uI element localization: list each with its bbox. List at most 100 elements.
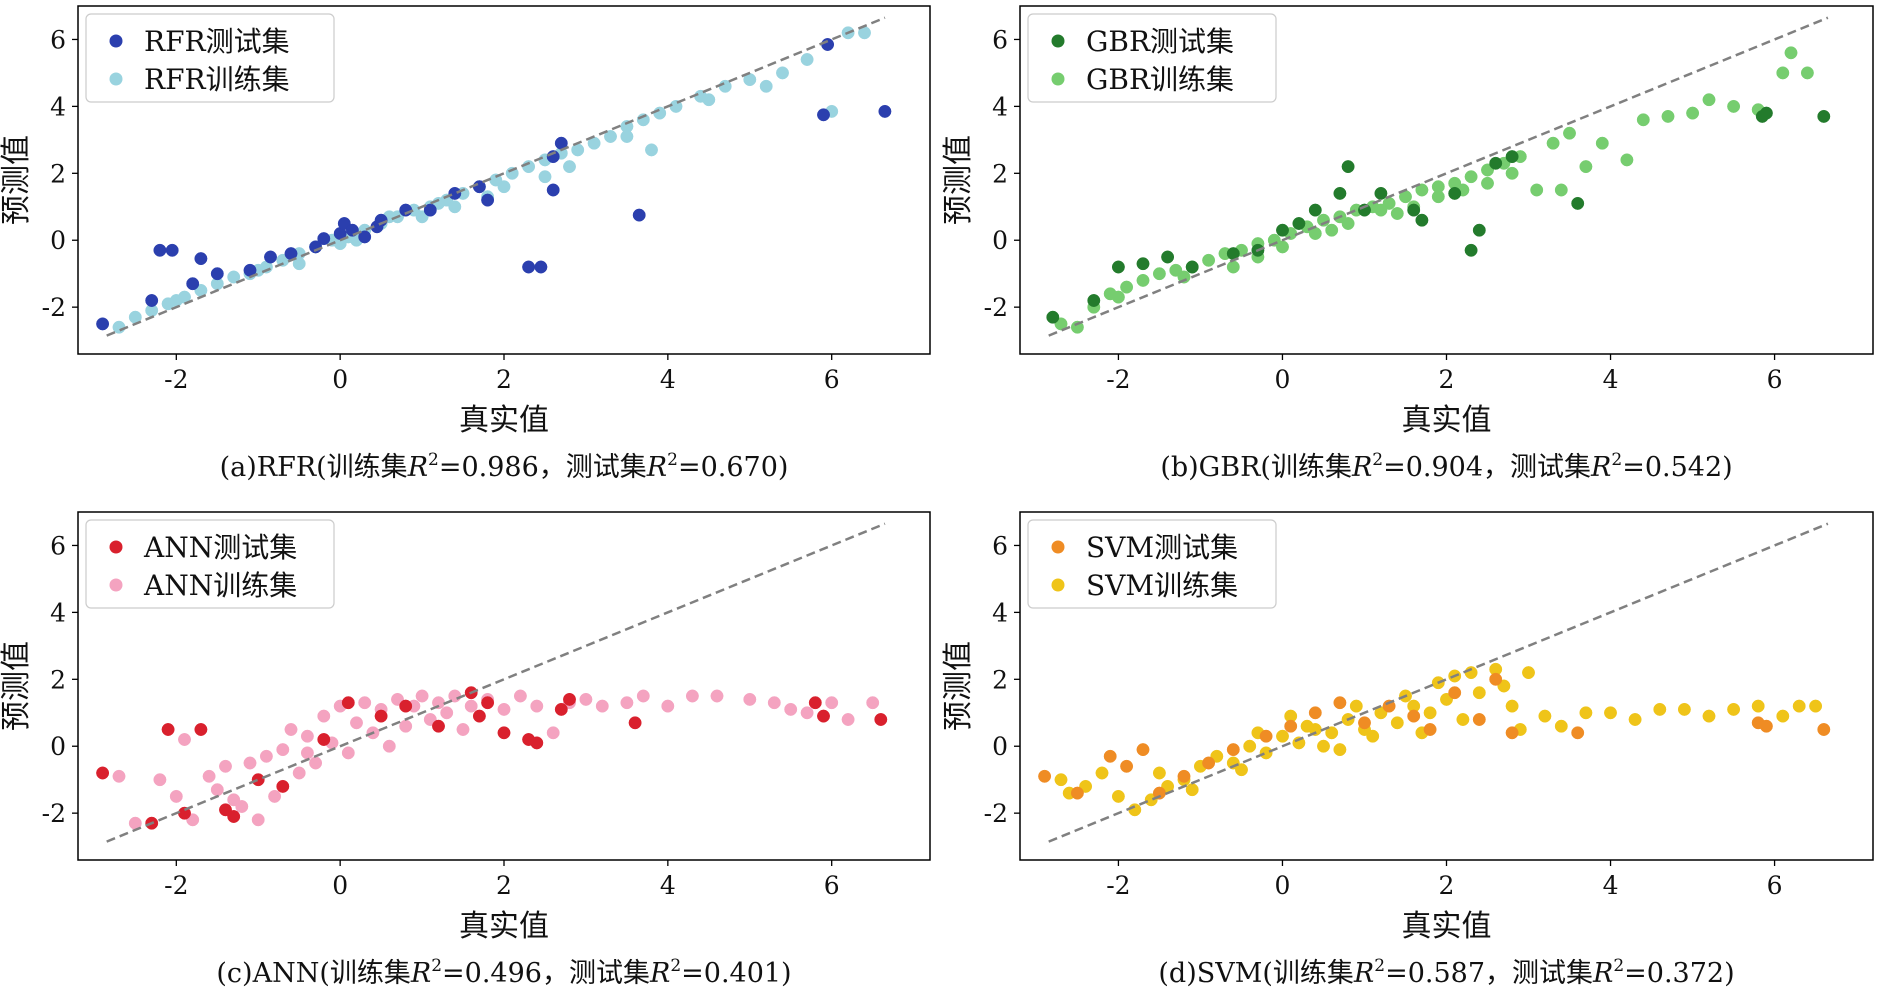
data-point	[800, 53, 814, 66]
caption-sup: 2	[428, 450, 439, 470]
x-axis-title: 真实值	[1402, 909, 1492, 944]
data-point	[1407, 709, 1421, 723]
series-test	[1046, 106, 1831, 324]
caption-r2-label: R	[1592, 958, 1613, 989]
x-tick-label: 4	[660, 365, 676, 394]
chart-panel-c: -2 0 2 4 6 -2 0 2 4 6 真实值 预测值 ANN测试集 ANN训练集 (c)ANN(训练集…	[0, 511, 931, 989]
caption-train-value: =0.904，测试集	[1383, 452, 1591, 483]
data-point	[358, 230, 372, 244]
data-point	[1505, 166, 1519, 180]
data-point	[1333, 696, 1347, 710]
data-point	[554, 702, 568, 716]
data-point	[1530, 183, 1544, 197]
data-point	[1554, 183, 1568, 197]
data-point	[1308, 203, 1322, 217]
data-point	[1276, 223, 1289, 237]
y-tick-label: 2	[992, 159, 1008, 188]
data-point	[808, 696, 822, 710]
data-point	[1070, 786, 1084, 800]
legend-label: RFR测试集	[144, 25, 290, 58]
scatter-points	[1038, 662, 1831, 817]
x-tick-label: -2	[1106, 365, 1130, 394]
data-point	[546, 183, 560, 197]
data-point	[341, 696, 355, 710]
y-tick-label: 4	[992, 598, 1008, 627]
x-tick-label: 2	[1439, 871, 1455, 900]
data-point	[604, 130, 617, 143]
data-point	[653, 106, 667, 120]
legend-marker	[109, 540, 123, 554]
x-tick-label: -2	[1106, 871, 1130, 900]
data-point	[759, 79, 773, 93]
data-point	[292, 257, 306, 271]
legend-marker	[109, 34, 123, 48]
data-point	[1522, 666, 1535, 680]
caption-prefix: (d)SVM(训练集	[1158, 958, 1354, 989]
data-point	[350, 716, 363, 730]
data-point	[317, 232, 331, 246]
x-tick-label: 0	[332, 365, 348, 394]
x-tick-label: 6	[824, 871, 840, 900]
data-point	[685, 689, 699, 703]
data-point	[169, 294, 183, 307]
y-tick-label: 6	[50, 25, 66, 54]
data-point	[276, 779, 290, 793]
caption-r2-label: R	[1590, 452, 1611, 483]
data-point	[399, 719, 413, 733]
panel-caption: (c)ANN(训练集R2=0.496，测试集R2=0.401)	[216, 956, 791, 989]
data-point	[702, 93, 716, 107]
data-point	[497, 726, 511, 740]
data-point	[1390, 716, 1404, 730]
data-point	[186, 277, 200, 291]
data-point	[841, 713, 855, 726]
x-tick-label: 2	[496, 365, 512, 394]
data-point	[1472, 713, 1486, 726]
legend-label: GBR训练集	[1086, 63, 1234, 96]
data-point	[1505, 699, 1519, 713]
y-tick-label: -2	[42, 293, 66, 322]
y-tick-label: 6	[992, 25, 1008, 54]
data-point	[1358, 716, 1371, 730]
data-point	[1595, 136, 1609, 150]
data-point	[1538, 709, 1552, 723]
data-point	[1423, 723, 1437, 736]
data-point	[563, 692, 576, 706]
legend-label: RFR训练集	[144, 63, 290, 96]
data-point	[464, 699, 478, 713]
data-point	[1505, 726, 1519, 740]
data-point	[1259, 746, 1273, 760]
legend-label: GBR测试集	[1086, 25, 1234, 58]
data-point	[1292, 217, 1306, 230]
data-point	[1784, 46, 1798, 60]
data-point	[1489, 156, 1503, 170]
caption-sup: 2	[1372, 450, 1383, 470]
data-point	[300, 746, 314, 760]
data-point	[538, 170, 552, 184]
y-axis-title: 预测值	[941, 641, 976, 731]
data-point	[1038, 769, 1052, 783]
data-point	[1333, 743, 1347, 757]
data-point	[1276, 729, 1289, 743]
data-point	[1243, 739, 1257, 753]
data-point	[399, 699, 413, 713]
x-tick-label: 4	[1603, 871, 1619, 900]
caption-r2-label: R	[407, 452, 428, 483]
data-point	[1341, 160, 1355, 174]
x-tick-label: 0	[332, 871, 348, 900]
data-point	[259, 749, 273, 763]
legend: RFR测试集 RFR训练集	[85, 13, 335, 103]
legend-marker	[1051, 540, 1065, 554]
data-point	[1161, 250, 1175, 264]
data-point	[1727, 99, 1741, 113]
caption-test-value: =0.542)	[1622, 452, 1732, 483]
data-point	[194, 252, 208, 266]
data-point	[632, 208, 646, 222]
data-point	[821, 38, 835, 51]
y-axis-title: 预测值	[941, 135, 976, 225]
data-point	[481, 696, 495, 710]
data-point	[1226, 743, 1240, 757]
data-point	[374, 709, 388, 723]
data-point	[341, 746, 355, 760]
data-point	[1464, 243, 1478, 257]
data-point	[817, 709, 830, 723]
